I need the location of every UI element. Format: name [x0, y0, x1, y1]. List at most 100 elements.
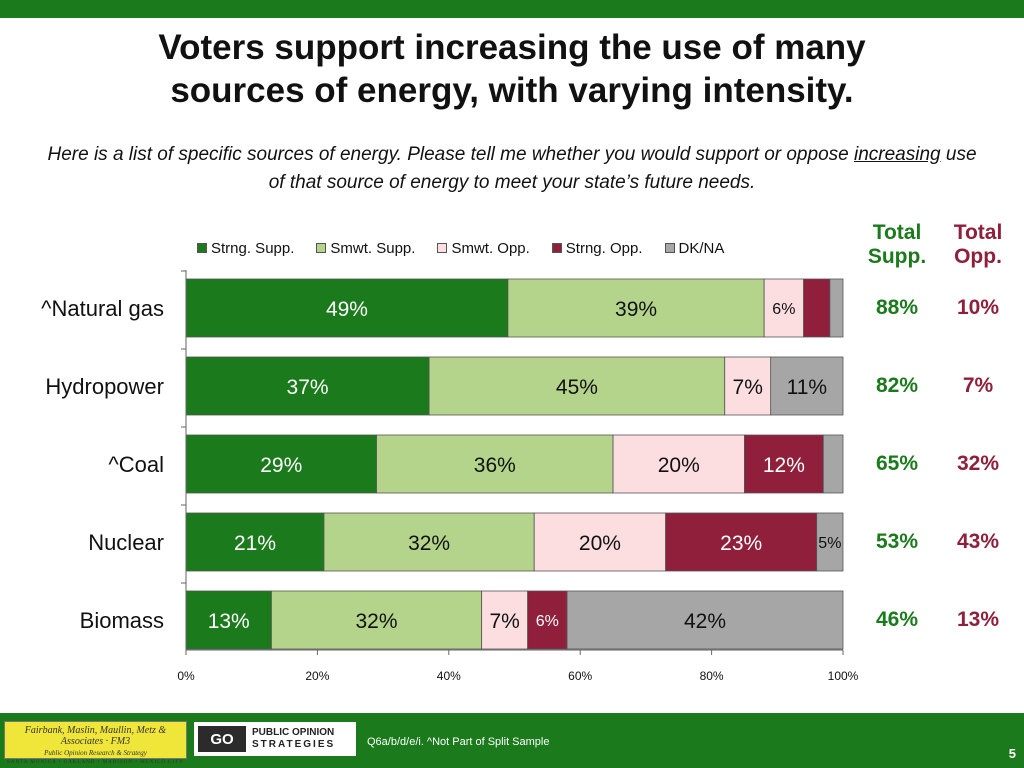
public-opinion-strategies-logo: GO PUBLIC OPINION STRATEGIES	[194, 722, 356, 756]
data-label-natural-gas-smwt-opp: 6%	[772, 301, 795, 318]
question-text-part1: Here is a list of specific sources of en…	[47, 144, 854, 165]
total-oppose-natural-gas: 10%	[956, 296, 1000, 319]
question-text: Here is a list of specific sources of en…	[40, 141, 984, 197]
legend-swatch	[664, 243, 675, 253]
pos-logo-line1: PUBLIC OPINION	[252, 727, 335, 738]
data-label-hydropower-dk-na: 11%	[787, 376, 827, 399]
question-text-part2: use of that source of energy to meet you…	[268, 144, 977, 193]
category-label-coal: ^Coal	[108, 452, 164, 477]
pos-logo-mark: GO	[198, 726, 246, 752]
total-oppose-hydropower: 7%	[962, 374, 994, 397]
total-oppose-nuclear: 43%	[956, 530, 1000, 553]
x-tick-label: 40%	[437, 669, 461, 683]
stacked-bar-chart: ^Natural gas 49% 39% 6% Hydropower 37% 45% 7% 11…	[41, 270, 859, 683]
bar-segment-nuclear-dk-na	[816, 512, 844, 572]
category-label-nuclear: Nuclear	[88, 530, 164, 555]
total-support-hydropower: 82%	[875, 374, 919, 397]
data-label-biomass-dk-na: 42%	[684, 610, 726, 633]
x-tick-label: 100%	[828, 669, 859, 683]
question-text-underlined: increasing	[853, 144, 941, 165]
data-label-biomass-strng-supp: 13%	[208, 610, 250, 633]
bar-segment-coal-smwt-opp	[612, 434, 745, 494]
bar-segment-coal-dk-na	[822, 434, 844, 494]
legend-swatch	[437, 243, 448, 253]
bar-segment-hydropower-dk-na	[770, 356, 844, 416]
total-support-header: Total Supp.	[857, 221, 937, 269]
bar-segment-hydropower-strng-supp	[185, 356, 430, 416]
x-tick-label: 20%	[305, 669, 329, 683]
legend-label: Smwt. Opp.	[451, 239, 530, 257]
bar-segment-biomass-smwt-opp	[481, 590, 529, 650]
bar-segment-biomass-dk-na	[566, 590, 844, 650]
bar-segment-biomass-strng-opp	[527, 590, 568, 650]
legend-swatch	[551, 243, 562, 253]
top-accent-bar	[0, 0, 1024, 18]
pos-logo-line2: STRATEGIES	[252, 739, 336, 750]
data-label-coal-smwt-opp: 20%	[658, 454, 700, 477]
bar-segment-hydropower-smwt-supp	[428, 356, 726, 416]
total-support-natural-gas: 88%	[875, 296, 919, 319]
legend-label: Smwt. Supp.	[330, 239, 416, 257]
total-oppose-biomass: 13%	[956, 608, 1000, 631]
category-label-natural-gas: ^Natural gas	[41, 296, 164, 321]
pos-logo-text: PUBLIC OPINION STRATEGIES	[252, 727, 335, 751]
total-support-nuclear: 53%	[875, 530, 919, 553]
data-label-natural-gas-smwt-supp: 39%	[615, 298, 657, 321]
bar-segment-hydropower-smwt-opp	[724, 356, 772, 416]
legend-item-smwt-opp: Smwt. Opp.	[437, 239, 530, 257]
fm3-logo-line1: Fairbank, Maslin, Maullin, Metz & Associ…	[24, 725, 167, 747]
legend-swatch	[316, 243, 327, 253]
fm3-logo: Fairbank, Maslin, Maullin, Metz & Associ…	[4, 721, 187, 765]
chart-legend: Strng. Supp. Smwt. Supp. Smwt. Opp. Strng. …	[197, 237, 746, 259]
data-label-coal-strng-supp: 29%	[260, 454, 302, 477]
total-oppose-header: Total Opp.	[938, 221, 1018, 269]
bar-segment-natural-gas-smwt-supp	[507, 278, 765, 338]
data-label-nuclear-smwt-supp: 32%	[408, 532, 450, 555]
bar-segment-natural-gas-smwt-opp	[763, 278, 804, 338]
legend-item-dk-na: DK/NA	[664, 239, 725, 257]
bar-segment-coal-strng-opp	[744, 434, 824, 494]
bar-segment-nuclear-strng-opp	[665, 512, 818, 572]
title-line-2: sources of energy, with varying intensit…	[170, 71, 854, 110]
total-support-header-line2: Supp.	[867, 245, 927, 268]
bar-segment-nuclear-smwt-opp	[533, 512, 667, 572]
bar-segment-biomass-strng-supp	[185, 590, 272, 650]
data-label-biomass-smwt-opp: 7%	[489, 610, 519, 633]
total-oppose-header-line2: Opp.	[954, 245, 1002, 268]
bar-segment-coal-smwt-supp	[376, 434, 614, 494]
x-tick-label: 60%	[568, 669, 592, 683]
bar-segment-natural-gas-strng-opp	[803, 278, 831, 338]
bar-segment-coal-strng-supp	[185, 434, 377, 494]
data-label-nuclear-smwt-opp: 20%	[579, 532, 621, 555]
slide-title: Voters support increasing the use of man…	[0, 26, 1024, 112]
total-support-coal: 65%	[875, 452, 919, 475]
bar-segment-natural-gas-strng-supp	[185, 278, 509, 338]
data-label-hydropower-strng-supp: 37%	[287, 376, 329, 399]
bar-segment-nuclear-smwt-supp	[323, 512, 535, 572]
legend-swatch	[197, 243, 207, 253]
total-oppose-header-line1: Total	[953, 221, 1003, 244]
data-label-coal-smwt-supp: 36%	[474, 454, 516, 477]
x-tick-label: 80%	[700, 669, 724, 683]
data-label-biomass-strng-opp: 6%	[536, 613, 559, 630]
legend-item-strng-opp: Strng. Opp.	[551, 240, 643, 257]
bar-segment-biomass-smwt-supp	[271, 590, 483, 650]
category-label-biomass: Biomass	[80, 608, 164, 633]
data-label-biomass-smwt-supp: 32%	[356, 610, 398, 633]
total-support-header-line1: Total	[872, 221, 922, 244]
footnote: Q6a/b/d/e/i. ^Not Part of Split Sample	[367, 736, 550, 748]
title-line-1: Voters support increasing the use of man…	[158, 28, 866, 67]
category-label-hydropower: Hydropower	[45, 374, 164, 399]
data-label-nuclear-strng-supp: 21%	[234, 532, 276, 555]
data-label-nuclear-dk-na: 5%	[818, 535, 841, 552]
page-number: 5	[1008, 746, 1016, 761]
legend-label: DK/NA	[678, 239, 725, 257]
data-label-nuclear-strng-opp: 23%	[720, 532, 762, 555]
bar-segment-natural-gas-dk-na	[829, 278, 844, 338]
legend-label: Strng. Supp.	[211, 239, 295, 257]
legend-item-smwt-supp: Smwt. Supp.	[316, 240, 415, 257]
fm3-logo-line2: Public Opinion Research & Strategy	[44, 749, 147, 757]
data-label-hydropower-smwt-supp: 45%	[556, 376, 598, 399]
total-oppose-coal: 32%	[956, 452, 1000, 475]
legend-item-strng-supp: Strng. Supp.	[197, 240, 294, 257]
